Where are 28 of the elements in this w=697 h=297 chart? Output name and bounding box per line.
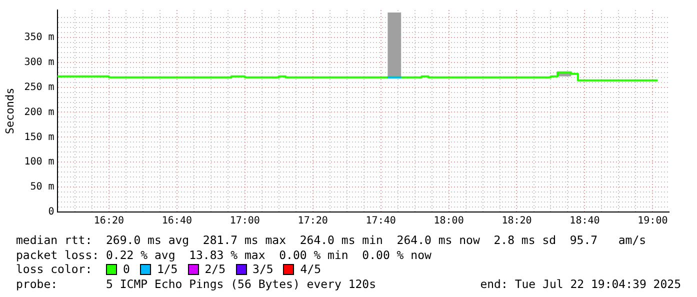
text: packet loss: 0.22 % avg 13.83 % max 0.00 % min 0.00 % now (16, 248, 432, 262)
x-tick-label: 16:20 (94, 216, 124, 227)
y-tick-label: 300 m (24, 56, 54, 68)
y-tick-label: 0 (48, 206, 54, 218)
x-tick-label: 17:20 (298, 216, 328, 227)
x-tick-label: 19:00 (638, 216, 668, 227)
x-tick-label: 17:40 (366, 216, 396, 227)
legend-title: loss color: (16, 262, 94, 276)
y-tick-label: 50 m (30, 182, 54, 193)
y-tick-label: 350 m (24, 32, 54, 44)
y-tick-label: 100 m (24, 156, 54, 168)
y-axis-title: Seconds (3, 88, 16, 134)
text: probe: 5 ICMP Echo Pings (56 Bytes) every 120s (16, 276, 376, 291)
y-tick-label: 250 m (24, 82, 54, 93)
x-tick-label: 17:00 (230, 216, 260, 227)
x-tick-label: 18:00 (434, 216, 464, 227)
text: end: Tue Jul 22 19:04:39 2025 (480, 276, 681, 291)
y-tick-label: 200 m (24, 106, 54, 118)
x-tick-label: 18:40 (570, 216, 600, 227)
legend-label: 4/5 (300, 262, 322, 276)
y-tick-label: 150 m (24, 132, 54, 143)
legend-label: 0 (123, 262, 130, 276)
x-tick-label: 18:20 (502, 216, 532, 227)
legend-label: 2/5 (204, 262, 226, 276)
legend-label: 3/5 (252, 262, 274, 276)
x-tick-label: 16:40 (162, 216, 192, 227)
text: median rtt: 269.0 ms avg 281.7 ms max 264.0 ms min 264.0 ms now 2.8 ms sd 95.7 am/s (16, 233, 648, 248)
legend-label: 1/5 (156, 262, 178, 276)
